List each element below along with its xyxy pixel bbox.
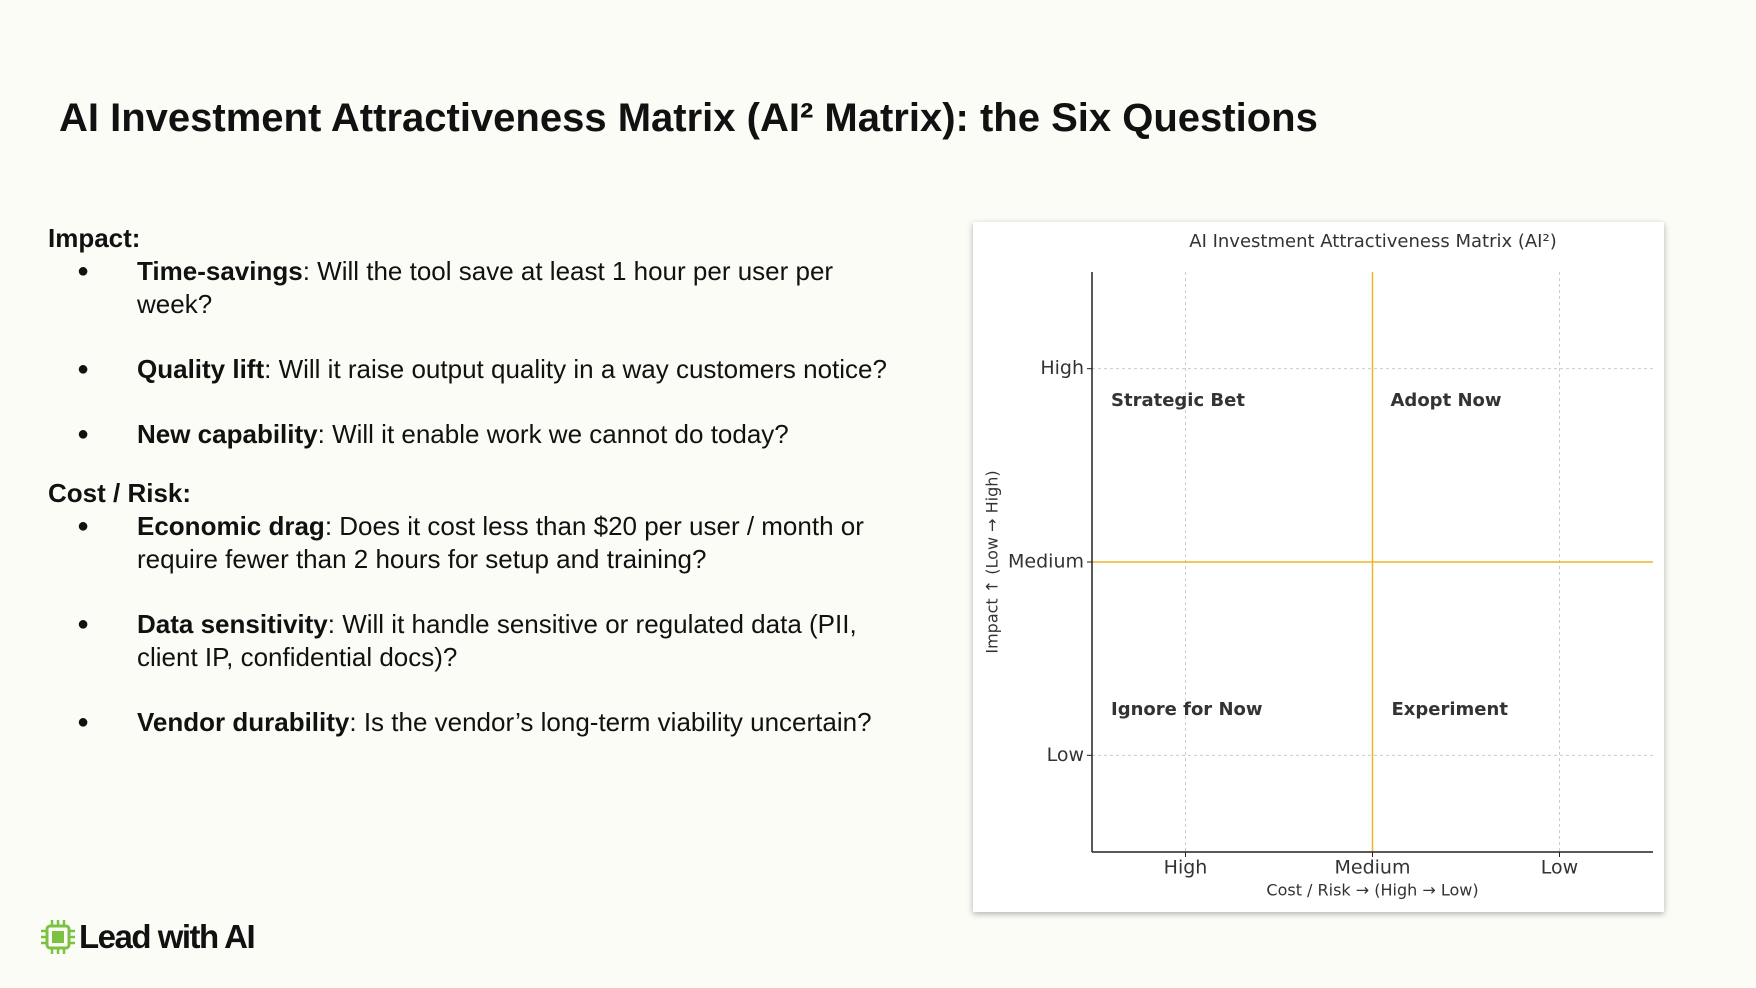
bullet-list: Time-savings: Will the tool save at leas…	[48, 255, 898, 451]
bullet-text: : Will the tool save at least 1 hour per…	[137, 256, 834, 319]
logo-icon	[41, 920, 75, 954]
bullet-text: : Is the vendor’s long-term viability un…	[349, 707, 872, 737]
bullet-term: Economic drag	[137, 511, 325, 541]
bullet-text: : Will it enable work we cannot do today…	[317, 419, 789, 449]
bullet-item: Data sensitivity: Will it handle sensiti…	[48, 608, 897, 674]
bullet-list: Economic drag: Does it cost less than $2…	[48, 510, 898, 739]
x-axis-label: Cost / Risk → (High → Low)	[1266, 881, 1478, 900]
section: Impact:Time-savings: Will the tool save …	[48, 222, 898, 451]
quadrant-label: Strategic Bet	[1111, 390, 1245, 411]
y-tick-label: High	[1040, 357, 1084, 379]
slide-title: AI Investment Attractiveness Matrix (AI²…	[59, 96, 1318, 140]
bullet-term: Data sensitivity	[137, 609, 328, 639]
section-heading: Cost / Risk:	[48, 478, 192, 508]
x-tick-label: Medium	[1335, 857, 1411, 879]
quadrant-label: Ignore for Now	[1111, 699, 1263, 720]
bullet-item: Vendor durability: Is the vendor’s long-…	[48, 706, 897, 739]
question-list: Impact:Time-savings: Will the tool save …	[48, 222, 898, 771]
section-heading: Impact:	[48, 223, 141, 253]
y-axis-label: Impact ↑ (Low → High)	[983, 470, 1002, 653]
chart: AI Investment Attractiveness Matrix (AI²…	[983, 231, 1653, 900]
quadrant-label: Experiment	[1392, 699, 1509, 720]
y-tick-label: Medium	[1008, 551, 1084, 573]
logo-text: Lead with AI	[79, 918, 256, 955]
bullet-text: : Will it handle sensitive or regulated …	[137, 609, 857, 672]
bullet-item: New capability: Will it enable work we c…	[48, 418, 897, 451]
chart-title: AI Investment Attractiveness Matrix (AI²…	[1189, 231, 1556, 252]
x-tick-label: Low	[1541, 857, 1578, 879]
quadrant-label: Adopt Now	[1391, 390, 1502, 411]
chart-panel: AI Investment Attractiveness Matrix (AI²…	[973, 222, 1664, 912]
x-tick-label: High	[1164, 857, 1208, 879]
bullet-item: Time-savings: Will the tool save at leas…	[48, 255, 897, 321]
bullet-term: New capability	[137, 419, 318, 449]
bullet-term: Quality lift	[137, 354, 265, 384]
bullet-item: Quality lift: Will it raise output quali…	[48, 353, 897, 386]
section: Cost / Risk:Economic drag: Does it cost …	[48, 477, 898, 739]
bullet-text: : Will it raise output quality in a way …	[264, 354, 887, 384]
bullet-term: Vendor durability	[137, 707, 350, 737]
logo: Lead with AI	[41, 918, 256, 956]
bullet-item: Economic drag: Does it cost less than $2…	[48, 510, 897, 576]
bullet-term: Time-savings	[137, 256, 303, 286]
bullet-text: : Does it cost less than $20 per user / …	[137, 511, 864, 574]
y-tick-label: Low	[1047, 744, 1084, 766]
